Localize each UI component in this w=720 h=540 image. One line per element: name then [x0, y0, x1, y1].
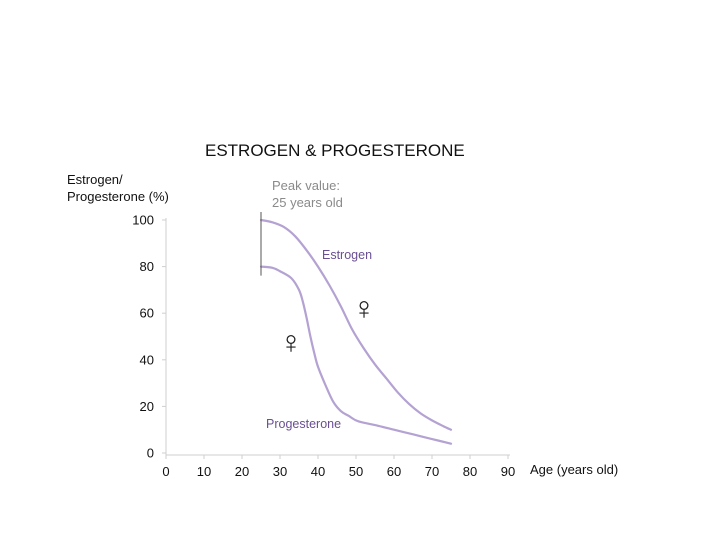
y-tick-label: 20	[140, 399, 154, 414]
x-tick-label: 30	[273, 464, 287, 479]
peak-annotation-line-1: Peak value:	[272, 178, 340, 193]
x-tick-label: 60	[387, 464, 401, 479]
x-tick-label: 40	[311, 464, 325, 479]
x-tick-label: 0	[162, 464, 169, 479]
x-tick-label: 50	[349, 464, 363, 479]
chart-title: ESTROGEN & PROGESTERONE	[205, 141, 465, 160]
x-tick-label: 90	[501, 464, 515, 479]
y-tick-label: 80	[140, 259, 154, 274]
y-tick-label: 40	[140, 352, 154, 367]
axis-ticks: 0 10 20 30 40 50 60 70 80 90 0 20 40 60 80 100	[132, 213, 515, 480]
x-tick-label: 20	[235, 464, 249, 479]
female-symbol-estrogen: ♀	[352, 290, 376, 326]
y-tick-label: 60	[140, 306, 154, 321]
x-tick-label: 70	[425, 464, 439, 479]
x-tick-label: 80	[463, 464, 477, 479]
series-line-estrogen	[259, 218, 453, 431]
x-axis-label: Age (years old)	[530, 462, 618, 477]
y-axis-label-line-2: Progesterone (%)	[67, 189, 169, 204]
estrogen-series-label: Estrogen	[322, 248, 372, 262]
y-tick-label: 0	[147, 446, 154, 461]
female-symbol-progesterone: ♀	[279, 324, 303, 360]
x-tick-label: 10	[197, 464, 211, 479]
y-axis-label-line-1: Estrogen/	[67, 172, 123, 187]
series-group	[259, 218, 453, 445]
series-line-progesterone	[259, 265, 453, 445]
peak-annotation-line-2: 25 years old	[272, 195, 343, 210]
y-tick-label: 100	[132, 213, 154, 228]
progesterone-series-label: Progesterone	[266, 417, 341, 431]
